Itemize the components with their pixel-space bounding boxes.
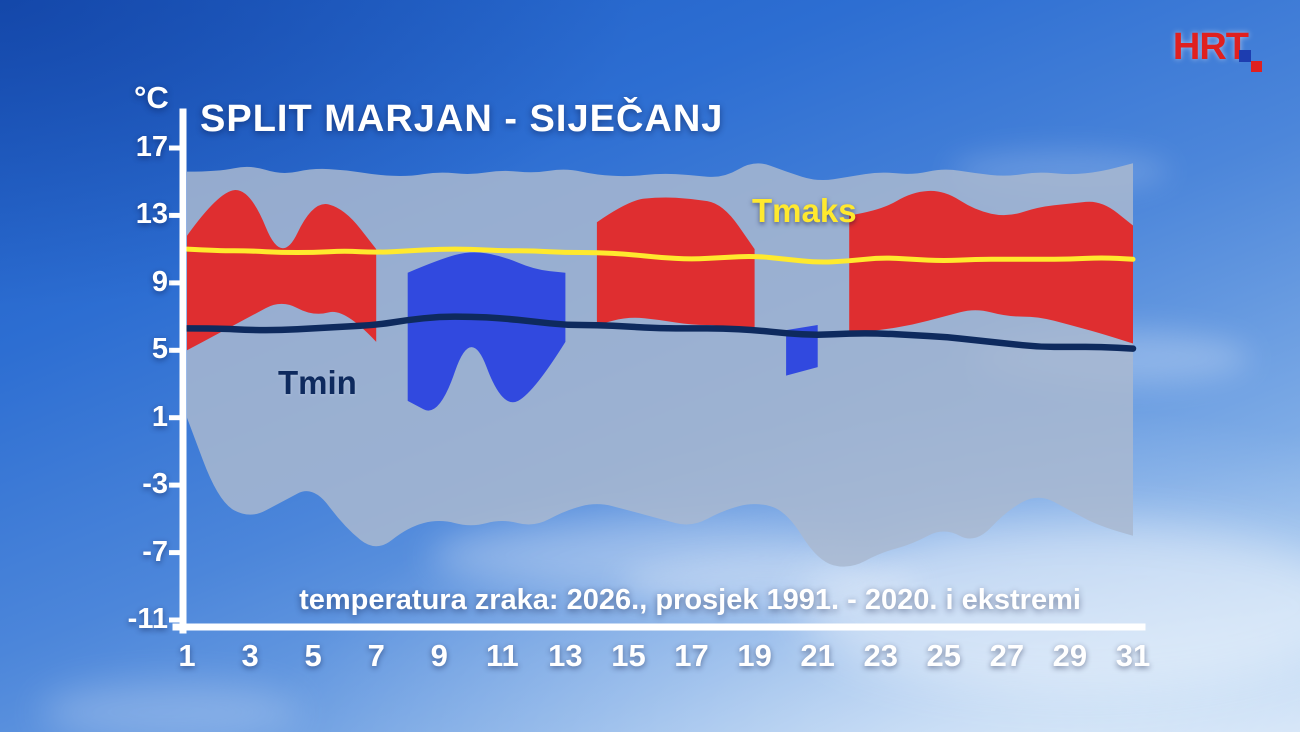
x-tick-label: 9 xyxy=(430,638,448,673)
logo-blue-square-icon xyxy=(1239,50,1251,62)
x-tick-label: 3 xyxy=(241,638,259,673)
tmaks-average-line xyxy=(184,246,1136,265)
cloud-decoration xyxy=(40,682,300,732)
y-axis-unit-label: °C xyxy=(134,80,169,115)
chart-title: SPLIT MARJAN - SIJEČANJ xyxy=(200,98,724,140)
y-tick-label: -11 xyxy=(127,602,168,635)
below-average-area xyxy=(407,252,566,411)
x-tick-label: 13 xyxy=(548,638,583,673)
chart-caption: temperatura zraka: 2026., prosjek 1991. … xyxy=(299,584,1081,616)
below-average-area xyxy=(786,325,818,376)
y-tick-label: 13 xyxy=(135,198,168,231)
cloud-decoration xyxy=(620,560,920,606)
x-tick-label: 19 xyxy=(737,638,772,673)
y-tick-label: -3 xyxy=(142,468,168,501)
hrt-logo: HRT xyxy=(1172,26,1262,72)
x-tick-label: 5 xyxy=(304,638,322,673)
x-tick-label: 23 xyxy=(863,638,898,673)
tmaks-line-label: Tmaks xyxy=(752,192,857,229)
x-tick-label: 17 xyxy=(674,638,709,673)
x-tick-label: 31 xyxy=(1115,638,1151,673)
y-tick-label: -7 xyxy=(142,535,168,568)
y-tick-label: 1 xyxy=(151,400,168,433)
above-average-area xyxy=(187,190,377,351)
cloud-decoration xyxy=(950,150,1170,192)
x-tick-label: 15 xyxy=(611,638,646,673)
x-tick-label: 1 xyxy=(178,638,196,673)
y-tick-label: 17 xyxy=(135,131,168,163)
y-tick-label: 9 xyxy=(151,265,168,298)
cloud-decoration xyxy=(970,330,1250,385)
x-tick-label: 11 xyxy=(485,638,519,673)
x-tick-label: 27 xyxy=(989,638,1025,673)
x-tick-label: 29 xyxy=(1052,638,1088,673)
logo-red-square-icon xyxy=(1251,61,1262,72)
x-tick-label: 7 xyxy=(367,638,385,673)
tmin-line-label: Tmin xyxy=(278,364,357,401)
x-tick-label: 21 xyxy=(800,638,835,673)
hrt-logo-text: HRT xyxy=(1172,26,1249,68)
x-tick-label: 25 xyxy=(926,638,962,673)
y-tick-label: 5 xyxy=(151,333,168,366)
above-average-area xyxy=(849,190,1133,344)
above-average-area xyxy=(596,197,755,334)
